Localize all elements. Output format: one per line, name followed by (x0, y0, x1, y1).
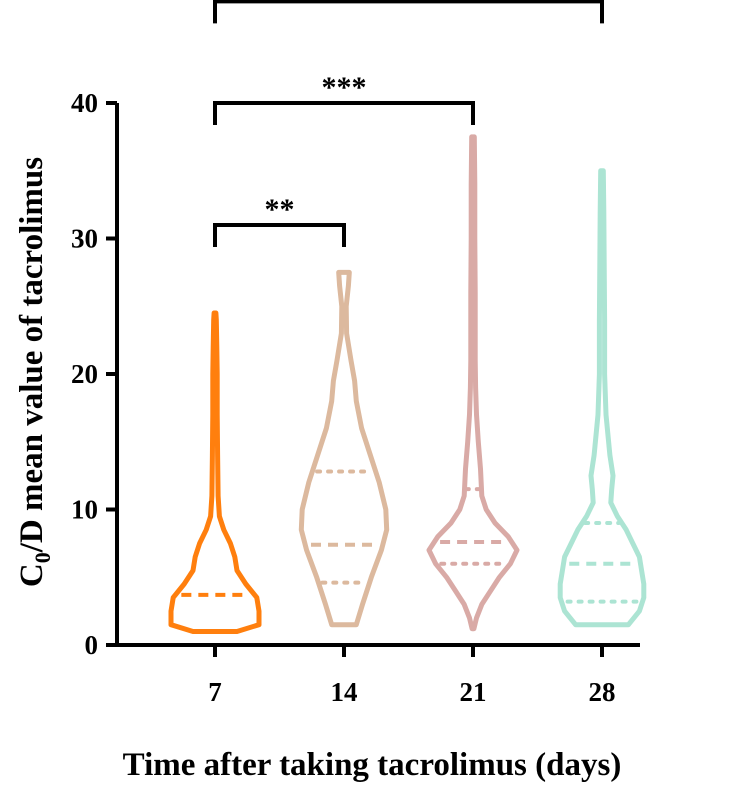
y-tick-label: 20 (71, 359, 98, 389)
significance-bracket (213, 101, 475, 125)
violin-layer (168, 134, 647, 634)
y-tick-label: 10 (71, 495, 98, 525)
violin-7 (168, 310, 262, 634)
y-axis-title: C0/D mean value of tacrolimus (14, 157, 55, 587)
x-ticks: 7 14 21 28 (208, 645, 616, 707)
y-tick-label: 40 (71, 88, 98, 118)
violin-21 (426, 134, 520, 632)
violin-28 (557, 168, 647, 628)
y-axis-title-base: C (14, 563, 50, 587)
x-tick-label: 28 (589, 677, 616, 707)
y-tick-label: 30 (71, 224, 98, 254)
x-tick-label: 14 (331, 677, 358, 707)
significance-label: ** (265, 193, 295, 226)
significance-layer: *****ns (213, 0, 604, 247)
x-tick-label: 21 (460, 677, 487, 707)
violin-14 (298, 269, 390, 628)
y-axis-title-rest: /D mean value of tacrolimus (14, 157, 50, 554)
significance-label: *** (322, 71, 367, 104)
y-ticks: 0 10 20 30 40 (71, 88, 117, 660)
significance-bracket (213, 222, 346, 247)
x-axis-title: Time after taking tacrolimus (days) (123, 747, 622, 783)
x-tick-label: 7 (208, 677, 222, 707)
significance-bracket (213, 0, 604, 24)
y-tick-label: 0 (85, 630, 99, 660)
y-axis-title-subscript: 0 (30, 552, 55, 563)
